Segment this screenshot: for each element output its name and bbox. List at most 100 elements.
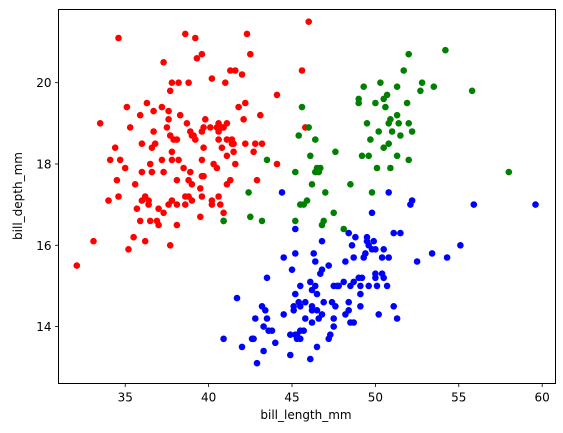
- data-point: [380, 144, 388, 151]
- data-point: [307, 355, 314, 363]
- data-point: [357, 282, 364, 290]
- data-point: [312, 258, 319, 265]
- data-point: [197, 213, 204, 221]
- data-point: [327, 331, 334, 339]
- data-point: [250, 335, 257, 343]
- data-point: [302, 298, 309, 306]
- data-point: [168, 148, 176, 156]
- data-point: [302, 315, 309, 322]
- data-point: [318, 237, 326, 245]
- data-point: [397, 132, 404, 139]
- x-axis-label: bill_length_mm: [260, 408, 351, 422]
- data-point: [166, 242, 174, 249]
- data-point: [382, 103, 389, 111]
- data-point: [397, 229, 404, 237]
- data-point: [220, 209, 227, 217]
- data-point: [320, 217, 328, 225]
- data-point: [372, 99, 379, 107]
- data-point: [280, 311, 288, 318]
- data-point: [388, 128, 396, 135]
- data-point: [532, 201, 539, 208]
- data-point: [175, 79, 182, 86]
- data-point: [307, 152, 314, 160]
- data-point: [146, 160, 154, 168]
- data-point: [332, 148, 339, 156]
- data-point: [310, 250, 318, 257]
- data-point: [113, 176, 121, 184]
- x-tick-label: 50: [368, 391, 383, 405]
- data-point: [245, 189, 252, 196]
- data-point: [308, 303, 316, 310]
- data-point: [208, 197, 216, 204]
- data-point: [130, 233, 137, 241]
- data-point: [308, 319, 316, 326]
- data-point: [313, 343, 321, 351]
- data-point: [408, 128, 416, 135]
- data-point: [163, 124, 171, 131]
- data-point: [292, 168, 299, 176]
- data-point: [136, 217, 144, 225]
- data-point: [131, 181, 139, 188]
- data-point: [272, 339, 279, 347]
- data-point: [385, 140, 393, 147]
- data-point: [160, 168, 167, 176]
- data-point: [218, 144, 226, 151]
- data-point: [175, 156, 182, 164]
- data-point: [183, 120, 191, 127]
- data-point: [273, 91, 281, 99]
- data-point: [227, 176, 234, 184]
- data-point: [235, 103, 242, 111]
- data-point: [111, 144, 119, 151]
- data-point: [180, 164, 187, 172]
- data-point: [295, 132, 303, 139]
- data-point: [457, 242, 464, 249]
- data-point: [322, 189, 329, 196]
- data-point: [298, 67, 306, 74]
- data-point: [185, 79, 192, 86]
- data-point: [263, 315, 271, 322]
- data-point: [173, 201, 181, 208]
- data-point: [155, 205, 162, 212]
- data-point: [300, 327, 308, 335]
- data-point: [380, 274, 388, 282]
- data-point: [223, 120, 231, 127]
- data-point: [443, 254, 451, 261]
- data-point: [385, 254, 393, 261]
- data-point: [383, 282, 391, 290]
- x-tick-label: 40: [201, 391, 216, 405]
- data-point: [247, 213, 254, 221]
- data-points: [73, 18, 539, 367]
- data-point: [158, 103, 166, 111]
- data-point: [405, 50, 413, 58]
- data-point: [258, 140, 266, 147]
- data-point: [182, 201, 189, 208]
- data-point: [168, 197, 176, 204]
- data-point: [312, 136, 319, 143]
- data-point: [348, 242, 356, 249]
- data-point: [173, 221, 181, 229]
- data-point: [292, 290, 299, 298]
- data-point: [383, 91, 391, 99]
- x-tick-label: 55: [451, 391, 466, 405]
- data-point: [193, 55, 201, 62]
- data-point: [253, 359, 261, 367]
- data-point: [257, 111, 264, 119]
- data-point: [115, 193, 122, 200]
- data-point: [240, 116, 247, 123]
- data-point: [297, 335, 304, 343]
- data-point: [307, 278, 314, 286]
- data-point: [165, 116, 172, 123]
- data-point: [292, 217, 299, 225]
- data-point: [363, 233, 371, 241]
- data-point: [150, 128, 157, 135]
- data-point: [158, 156, 166, 164]
- data-point: [202, 116, 209, 123]
- data-point: [268, 327, 276, 335]
- data-point: [145, 201, 152, 208]
- data-point: [340, 225, 348, 233]
- data-point: [505, 168, 513, 176]
- data-point: [207, 124, 214, 131]
- data-point: [375, 128, 383, 135]
- data-point: [290, 303, 298, 310]
- data-point: [400, 67, 408, 74]
